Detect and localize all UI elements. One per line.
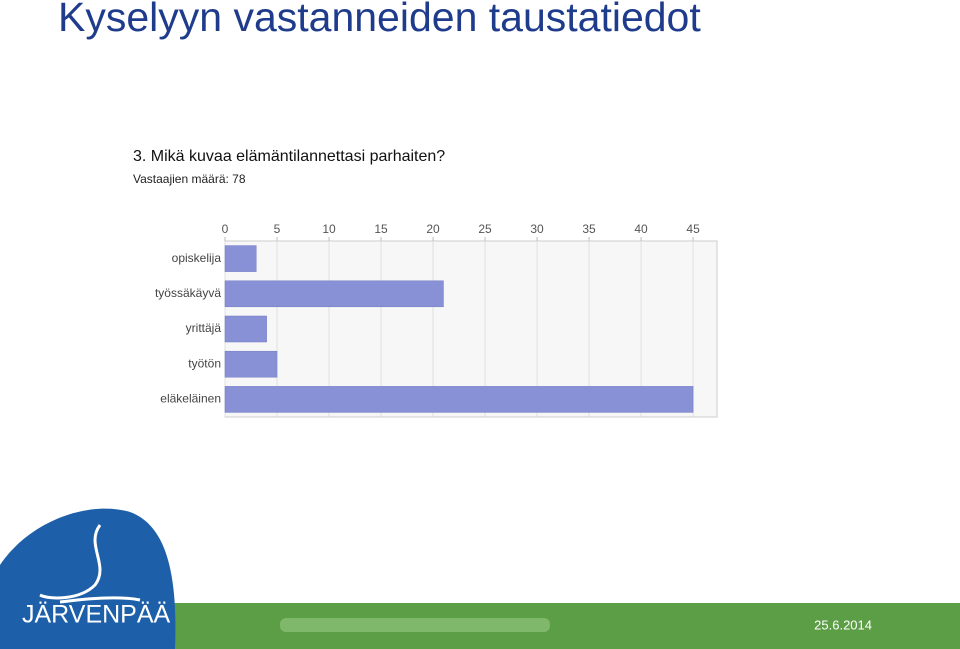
- x-tick-label: 45: [686, 222, 700, 236]
- x-tick-label: 10: [322, 222, 336, 236]
- x-tick-label: 5: [274, 222, 281, 236]
- y-tick-label: työssäkäyvä: [155, 286, 221, 300]
- bar: [224, 386, 694, 413]
- bar: [224, 280, 444, 308]
- slide-title: Kyselyyn vastanneiden taustatiedot: [58, 0, 701, 40]
- x-tick-label: 35: [582, 222, 596, 236]
- y-tick-label: opiskelija: [172, 251, 222, 265]
- x-tick-label: 0: [222, 222, 229, 236]
- logo-text: JÄRVENPÄÄ: [22, 601, 171, 629]
- chart-subtitle: Vastaajien määrä: 78: [133, 172, 246, 186]
- x-tick-label: 15: [374, 222, 388, 236]
- y-tick-label: eläkeläinen: [160, 392, 221, 406]
- x-tick-label: 25: [478, 222, 492, 236]
- logo-shape: [0, 508, 176, 649]
- slide-date: 25.6.2014: [814, 617, 872, 632]
- y-tick-label: yrittäjä: [186, 321, 222, 335]
- x-tick-label: 30: [530, 222, 544, 236]
- bar: [224, 350, 278, 378]
- bar: [224, 315, 267, 343]
- footer-decoration: [280, 618, 550, 632]
- chart-title: 3. Mikä kuvaa elämäntilannettasi parhait…: [133, 148, 445, 165]
- logo-swan: [39, 524, 141, 604]
- x-tick-label: 40: [634, 222, 648, 236]
- x-tick-label: 20: [426, 222, 440, 236]
- y-tick-label: työtön: [188, 356, 221, 370]
- bar: [224, 245, 257, 272]
